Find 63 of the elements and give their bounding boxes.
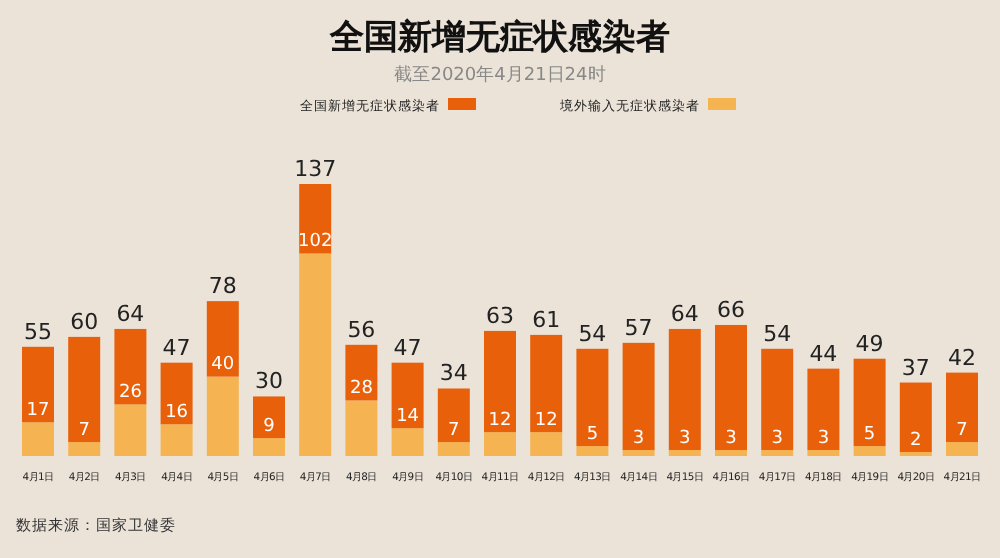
bar <box>530 432 563 456</box>
bar <box>22 346 54 423</box>
bar <box>114 404 147 456</box>
total-label: 64 <box>670 300 699 327</box>
bar <box>437 388 470 443</box>
total-label: 57 <box>624 314 653 341</box>
bar <box>807 450 840 456</box>
bar <box>253 396 285 439</box>
total-label: 44 <box>809 340 838 367</box>
total-label: 54 <box>763 320 792 347</box>
total-label: 30 <box>255 368 283 395</box>
bar <box>299 253 332 456</box>
total-label: 54 <box>578 320 607 347</box>
bar <box>761 348 794 451</box>
bar <box>437 442 470 456</box>
bar <box>899 382 932 453</box>
total-label: 47 <box>162 334 191 361</box>
total-label: 37 <box>901 354 930 381</box>
total-label: 64 <box>116 300 145 327</box>
total-label: 56 <box>347 316 376 343</box>
bar <box>253 438 285 456</box>
total-label: 47 <box>393 334 422 361</box>
bar <box>946 372 978 443</box>
bar <box>299 184 332 254</box>
bar <box>715 450 747 456</box>
bar <box>68 442 101 456</box>
bar <box>807 368 840 451</box>
chart-title: 全国新增无症状感染者 <box>328 18 670 58</box>
bar <box>391 428 424 456</box>
bar <box>484 330 516 433</box>
bar <box>206 376 239 456</box>
bar <box>206 301 239 377</box>
bar <box>853 446 886 456</box>
total-label: 61 <box>532 306 561 333</box>
bar <box>345 400 378 456</box>
bar <box>160 362 193 425</box>
bar <box>484 432 516 456</box>
bar <box>946 442 978 456</box>
total-label: 63 <box>486 302 514 329</box>
total-label: 137 <box>294 156 337 182</box>
total-label: 66 <box>717 296 745 323</box>
total-label: 78 <box>208 273 237 300</box>
bar <box>114 328 147 405</box>
bar <box>576 446 609 456</box>
total-label: 42 <box>948 344 976 371</box>
bar <box>160 424 193 456</box>
bar <box>853 358 886 447</box>
bar <box>576 348 609 447</box>
total-label: 60 <box>70 308 99 335</box>
bar <box>668 328 701 451</box>
total-label: 55 <box>24 318 52 345</box>
bar <box>761 450 794 456</box>
bar <box>391 362 424 429</box>
bar <box>715 324 747 451</box>
bar <box>668 450 701 456</box>
total-label: 49 <box>855 330 884 357</box>
total-label: 34 <box>439 360 468 387</box>
bar <box>622 342 655 451</box>
bar <box>622 450 655 456</box>
bar <box>68 336 101 443</box>
bar <box>530 334 563 433</box>
bar <box>22 422 54 456</box>
chart-subtitle: 截至2020年4月21日24时 <box>394 64 606 86</box>
